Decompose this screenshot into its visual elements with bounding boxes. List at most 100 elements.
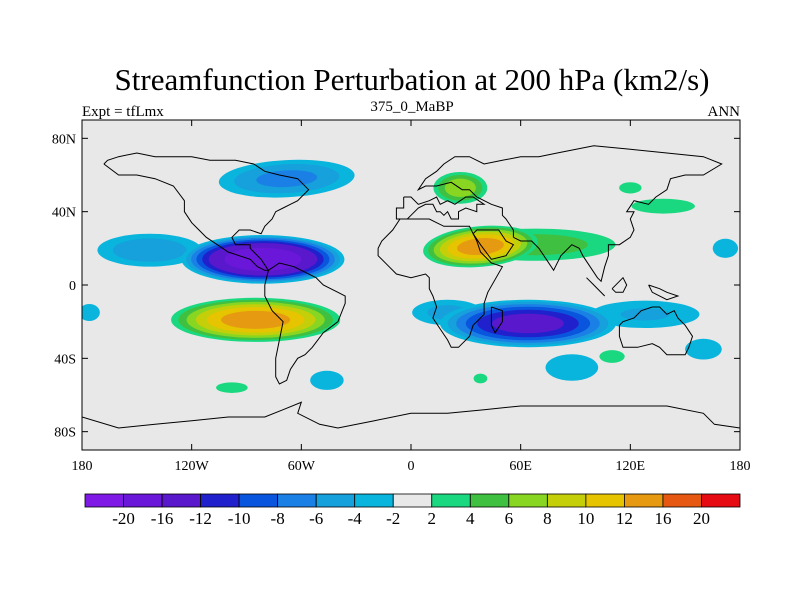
colorbar-swatch <box>508 493 548 508</box>
coastline <box>103 152 310 271</box>
coastline <box>472 229 515 260</box>
colorbar-label: 8 <box>543 509 552 528</box>
colorbar-label: -4 <box>348 509 363 528</box>
contour-band <box>619 182 642 194</box>
contour-blob <box>545 354 599 381</box>
colorbar-swatch <box>585 493 625 508</box>
contour-band <box>631 198 695 214</box>
x-tick-label: 0 <box>408 459 415 474</box>
contour-blob <box>685 338 722 360</box>
colorbar-label: 10 <box>577 509 594 528</box>
x-tick-label: 120E <box>616 459 646 474</box>
coastline <box>416 145 723 283</box>
contour-band <box>310 370 344 390</box>
y-tick-label: 80N <box>52 132 76 147</box>
coastlines <box>82 145 740 429</box>
contour-blob <box>631 198 695 214</box>
contour-band <box>599 350 625 363</box>
contour-blob <box>590 300 700 328</box>
map-background <box>82 120 740 450</box>
contour-band <box>82 304 100 321</box>
contour-blob <box>171 297 341 342</box>
colorbar-swatch <box>624 493 664 508</box>
contour-blob <box>97 233 202 267</box>
coastline <box>611 276 628 293</box>
colorbar-swatch <box>238 493 279 508</box>
contour-blob <box>181 234 345 284</box>
colorbar-label: 6 <box>505 509 514 528</box>
contour-band <box>545 354 599 381</box>
x-tick-label: 180 <box>72 459 93 474</box>
contour-band <box>620 308 670 321</box>
contour-blob <box>82 304 100 321</box>
contour-blob <box>712 238 739 258</box>
colorbar-swatch <box>431 493 471 508</box>
contour-band <box>712 238 739 258</box>
coastline <box>377 218 504 348</box>
colorbar-swatch <box>315 493 356 508</box>
colorbar-swatch <box>701 493 741 508</box>
colorbar-label: -6 <box>309 509 323 528</box>
contour-band <box>221 310 291 329</box>
coastline <box>648 284 680 301</box>
colorbar-label: -12 <box>189 509 212 528</box>
y-tick-label: 0 <box>69 279 76 294</box>
colorbar-swatch <box>277 493 317 508</box>
contour-band <box>492 313 564 334</box>
coastline <box>618 306 694 356</box>
x-tick-label: 60W <box>288 459 316 474</box>
colorbar-label: 4 <box>466 509 475 528</box>
colorbar-swatch <box>392 493 433 508</box>
contour-blob <box>433 171 488 204</box>
colorbar-swatch <box>469 493 510 508</box>
center-label: 375_0_MaBP <box>370 99 453 115</box>
colorbar-label: -16 <box>151 509 174 528</box>
left-label: Expt = tfLmx <box>82 104 164 120</box>
contour-band <box>457 237 504 256</box>
coastline <box>82 401 740 429</box>
colorbar-swatch <box>84 493 124 508</box>
colorbar-swatch <box>161 493 201 508</box>
chart-title: Streamfunction Perturbation at 200 hPa (… <box>115 62 710 97</box>
contour-band <box>685 338 722 360</box>
colorbar-label: 12 <box>616 509 633 528</box>
contour-blob <box>310 370 344 390</box>
colorbar-swatch <box>200 493 240 508</box>
coastline <box>490 306 503 334</box>
contour-blob <box>599 350 625 363</box>
axis-ticks: 180 120W 60W 0 60E 120E 180 80N 40N 0 40S 80S <box>52 120 751 474</box>
colorbar-label: -20 <box>112 509 135 528</box>
colorbar-label: -8 <box>271 509 285 528</box>
colorbar-swatch <box>662 493 702 508</box>
contour-blob <box>619 182 642 194</box>
colorbar-swatch <box>546 493 587 508</box>
contour-band <box>444 178 476 197</box>
colorbar-label: 2 <box>428 509 437 528</box>
coastline <box>395 196 486 220</box>
y-tick-label: 80S <box>54 426 76 441</box>
colorbar-swatch <box>123 493 163 508</box>
contour-band <box>473 373 488 384</box>
y-tick-label: 40N <box>52 206 76 221</box>
colorbar-label: 20 <box>693 509 710 528</box>
x-tick-label: 120W <box>175 459 210 474</box>
contour-field <box>82 159 739 393</box>
colorbar-label: 16 <box>654 509 671 528</box>
colorbar-label: -10 <box>228 509 251 528</box>
x-tick-label: 180 <box>730 459 751 474</box>
contour-band <box>216 382 248 393</box>
contour-blob <box>218 159 355 198</box>
x-tick-label: 60E <box>509 459 532 474</box>
right-label: ANN <box>708 104 741 120</box>
contour-band <box>224 247 302 271</box>
contour-blob <box>439 299 616 348</box>
colorbar-label: -2 <box>386 509 400 528</box>
contour-band <box>112 238 187 262</box>
coastline <box>586 277 606 297</box>
contour-blob <box>473 373 488 384</box>
y-tick-label: 40S <box>54 352 76 367</box>
coastline <box>264 262 346 385</box>
colorbar-swatch <box>354 493 394 508</box>
colorbar: -20 -16 -12 -10 -8 -6 -4 -2 2 4 6 8 10 12 16 20 <box>84 493 741 528</box>
